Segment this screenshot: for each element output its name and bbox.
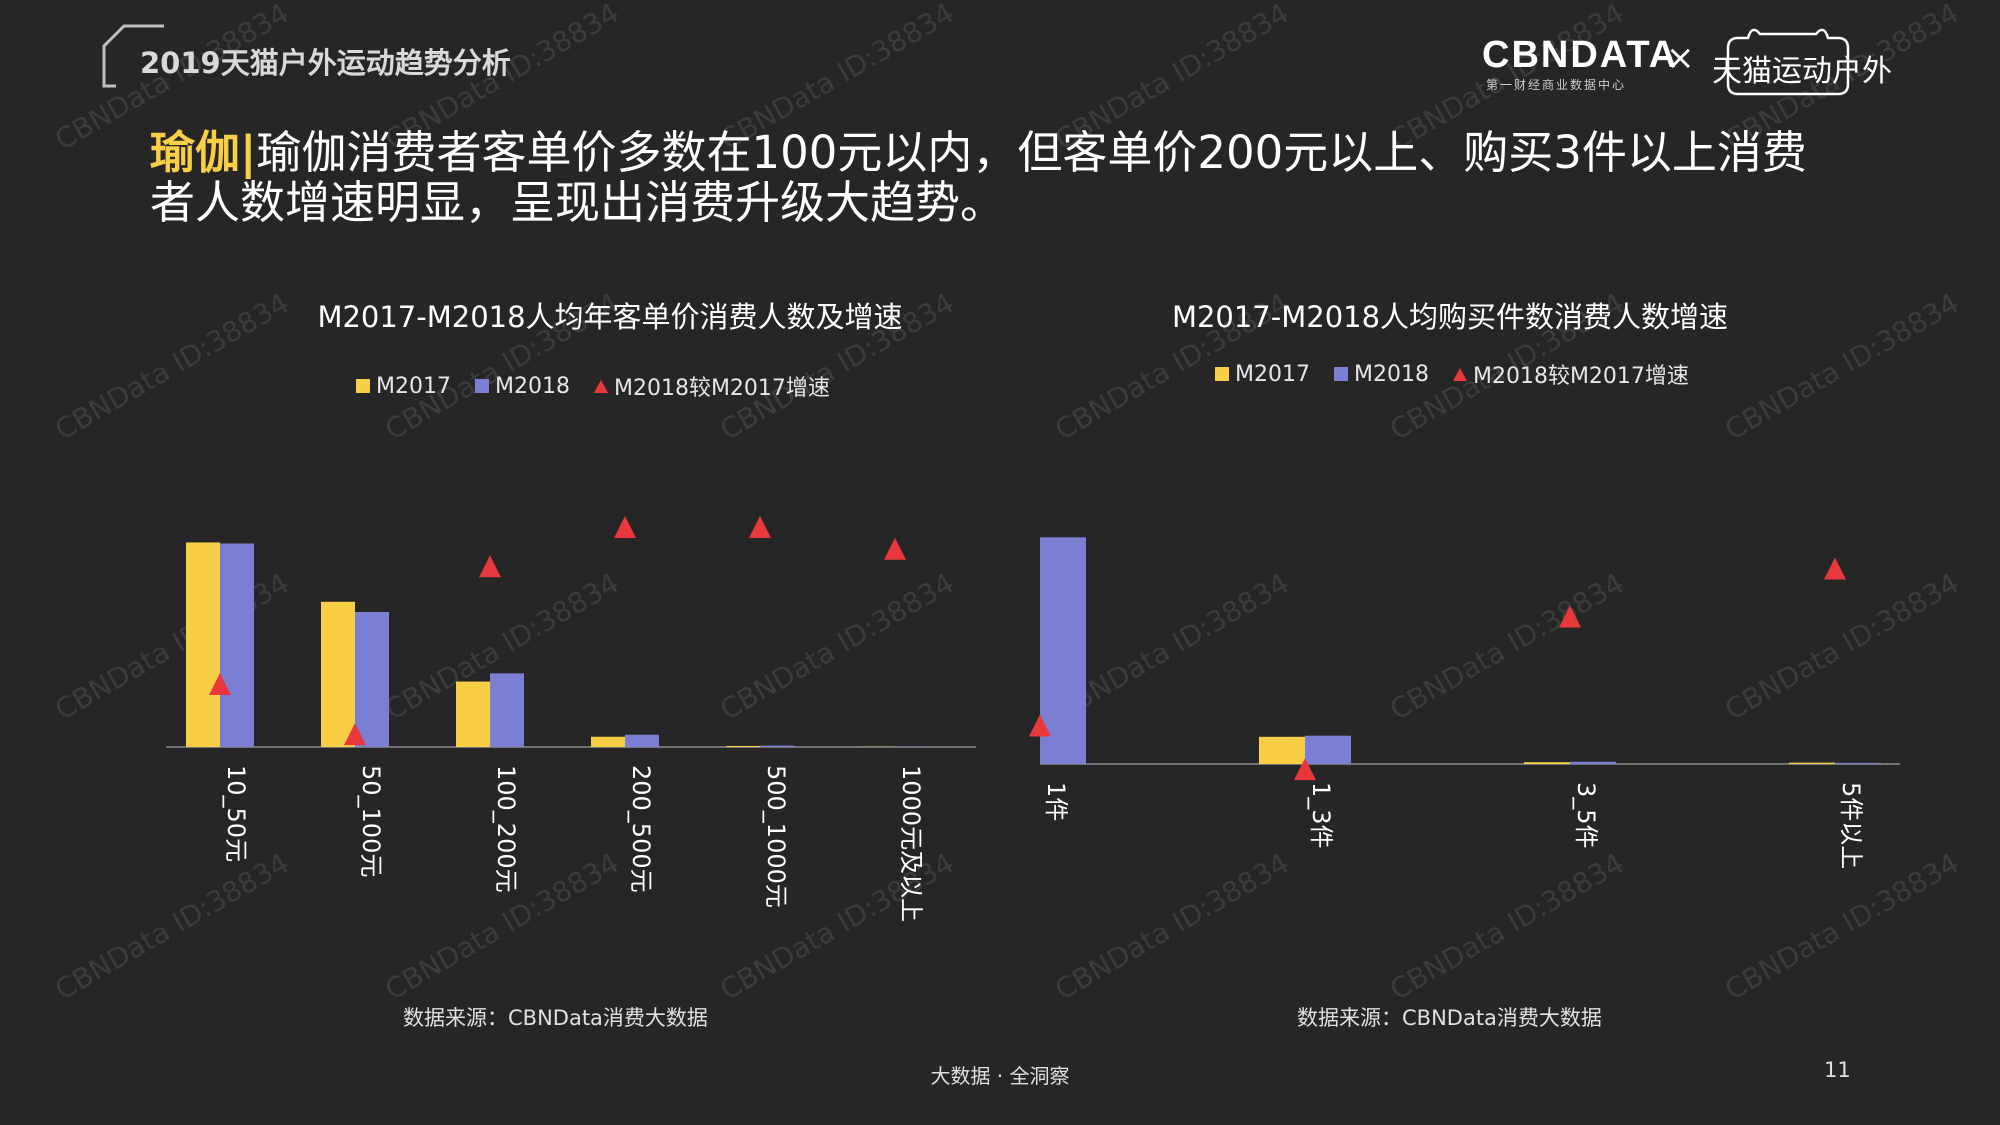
chart2-plot: 1件 1_3件 3_5件 5件以上	[1029, 537, 1900, 869]
bar-m2017	[186, 542, 220, 747]
chart1-legend: M2017 M2018 M2018较M2017增速	[356, 370, 844, 402]
bar-m2018	[355, 612, 389, 747]
legend-triangle-icon	[1452, 367, 1467, 381]
report-title: 2019天猫户外运动趋势分析	[140, 46, 511, 80]
legend-swatch-m2018	[1333, 367, 1348, 381]
chart2-legend: M2017 M2018 M2018较M2017增速	[1215, 358, 1703, 390]
chart2-title: M2017-M2018人均购买件数消费人数增速	[1171, 300, 1729, 334]
growth-marker	[479, 555, 501, 578]
bar-m2018	[1835, 762, 1881, 764]
legend-swatch-m2017	[356, 379, 370, 393]
legend-swatch-m2017	[1215, 367, 1229, 381]
growth-marker	[209, 672, 231, 695]
category-label: 1件	[1042, 782, 1070, 821]
growth-marker	[884, 537, 906, 560]
headline: 瑜伽|瑜伽消费者客单价多数在100元以内，但客单价200元以上、购买3件以上消费…	[150, 128, 1850, 228]
category-label: 200_500元	[627, 765, 655, 893]
bar-m2017	[456, 681, 490, 747]
footer-slogan: 大数据 · 全洞察	[930, 1064, 1070, 1088]
bar-m2017	[591, 736, 625, 747]
category-label: 100_200元	[492, 765, 520, 893]
page-number: 11	[1824, 1058, 1851, 1082]
bar-m2018	[1305, 735, 1351, 764]
category-label: 5件以上	[1837, 782, 1865, 869]
growth-marker	[1029, 714, 1051, 737]
brand-separator: ×	[1666, 38, 1695, 78]
legend-triangle-icon	[593, 379, 608, 393]
chart2-source: 数据来源：CBNData消费大数据	[1297, 1006, 1602, 1030]
tmall-sports-logo: 天猫运动户外	[1712, 54, 1892, 89]
headline-text: 瑜伽消费者客单价多数在100元以内，但客单价200元以上、购买3件以上消费者人数…	[150, 126, 1807, 229]
legend-label-growth: M2018较M2017增速	[613, 376, 830, 401]
chart1-title: M2017-M2018人均年客单价消费人数及增速	[317, 300, 903, 334]
cbndata-logo: CBNDATA	[1482, 34, 1679, 76]
legend-label-m2017: M2017	[1235, 361, 1310, 387]
legend-label-m2018: M2018	[494, 373, 570, 399]
category-label: 10_50元	[222, 765, 250, 862]
growth-marker	[614, 516, 636, 538]
bar-m2017	[1524, 762, 1570, 764]
legend-label-m2018: M2018	[1353, 361, 1429, 387]
bar-m2018	[1040, 537, 1086, 764]
bar-m2017	[321, 601, 355, 747]
category-label: 1_3件	[1307, 782, 1335, 849]
bar-m2018	[625, 734, 659, 747]
legend-swatch-m2018	[474, 379, 489, 393]
title-bracket-icon	[102, 24, 164, 88]
headline-keyword: 瑜伽|	[150, 126, 257, 179]
category-label: 3_5件	[1572, 782, 1600, 849]
growth-marker	[749, 516, 771, 538]
tmall-logo-frame-icon	[1726, 28, 1850, 96]
category-label: 1000元及以上	[897, 765, 925, 922]
bar-m2017	[726, 745, 760, 747]
growth-marker	[1559, 605, 1581, 628]
chart1-source: 数据来源：CBNData消费大数据	[403, 1006, 708, 1030]
bar-m2017	[1259, 736, 1305, 764]
legend-label-growth: M2018较M2017增速	[1472, 364, 1689, 389]
bar-m2018	[490, 673, 524, 747]
growth-marker	[344, 723, 366, 746]
growth-marker	[1294, 758, 1316, 781]
category-label: 50_100元	[357, 765, 385, 877]
bar-m2018	[220, 543, 254, 747]
chart1-plot: 10_50元 50_100元 100_200元 200_500元 500_1000元 10…	[166, 516, 976, 922]
bar-m2017	[1789, 762, 1835, 764]
legend-label-m2017: M2017	[376, 373, 451, 399]
bar-m2018	[760, 745, 794, 747]
cbndata-logo-subtitle: 第一财经商业数据中心	[1486, 78, 1627, 92]
category-label: 500_1000元	[762, 765, 790, 908]
bar-m2018	[1570, 761, 1616, 764]
growth-marker	[1824, 557, 1846, 580]
